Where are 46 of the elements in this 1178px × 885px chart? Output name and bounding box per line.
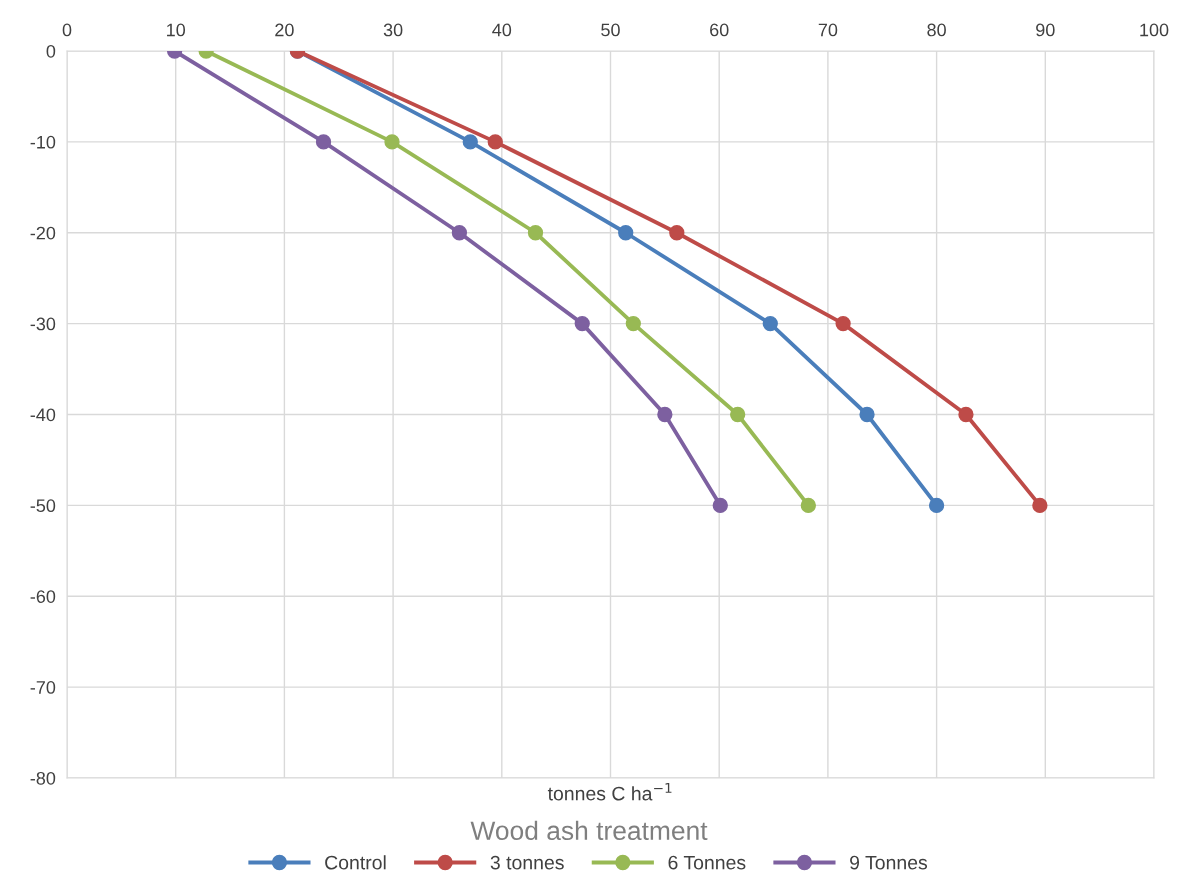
y-tick-label: -60: [30, 590, 56, 603]
y-tick-label: -20: [30, 226, 56, 240]
point: [1032, 497, 1048, 514]
x-tick-label: 30: [383, 23, 403, 37]
y-tick-label: -80: [30, 771, 56, 785]
x-tick-label: 10: [167, 23, 186, 37]
x-tick-label: 80: [927, 23, 946, 37]
point: [625, 315, 641, 332]
legend-label: 9 Tonnes: [850, 855, 928, 870]
point: [669, 225, 685, 241]
point: [762, 315, 778, 332]
legend-label: 3 tonnes: [490, 855, 564, 870]
point: [730, 406, 746, 423]
point: [527, 225, 544, 241]
x-tick-label: 70: [818, 23, 838, 37]
x-tick-label: 100: [1140, 23, 1169, 37]
point: [618, 225, 634, 241]
point: [712, 497, 728, 514]
legend-label: 6 Tonnes: [668, 855, 746, 870]
y-tick-label: -40: [30, 408, 56, 422]
y-tick-label: -70: [30, 681, 56, 694]
y-tick-label: -30: [30, 317, 56, 331]
point: [800, 497, 816, 514]
point: [487, 134, 503, 150]
point: [384, 134, 400, 150]
text: Wood ash treatment: [470, 820, 708, 841]
x-tick-label: 20: [275, 23, 294, 37]
point: [574, 315, 590, 332]
x-tick-label: 50: [601, 23, 620, 37]
legend-label: Control: [325, 855, 386, 870]
point: [657, 406, 673, 423]
x-tick-label: 90: [1036, 23, 1055, 37]
x-tick-label: 0: [62, 23, 72, 37]
x-tick-label: 40: [492, 23, 512, 37]
point: [315, 134, 332, 150]
point: [451, 225, 468, 241]
point: [859, 406, 875, 423]
y-tick-label: -10: [30, 135, 56, 149]
point: [958, 406, 974, 423]
x-axis-title: tonnes C ha$^{−1}$: [547, 782, 672, 801]
y-tick-label: -50: [30, 499, 56, 513]
point: [835, 315, 851, 332]
point: [462, 134, 478, 150]
x-tick-label: 60: [710, 23, 729, 37]
y-tick-label: 0: [46, 44, 56, 58]
point: [928, 497, 945, 514]
